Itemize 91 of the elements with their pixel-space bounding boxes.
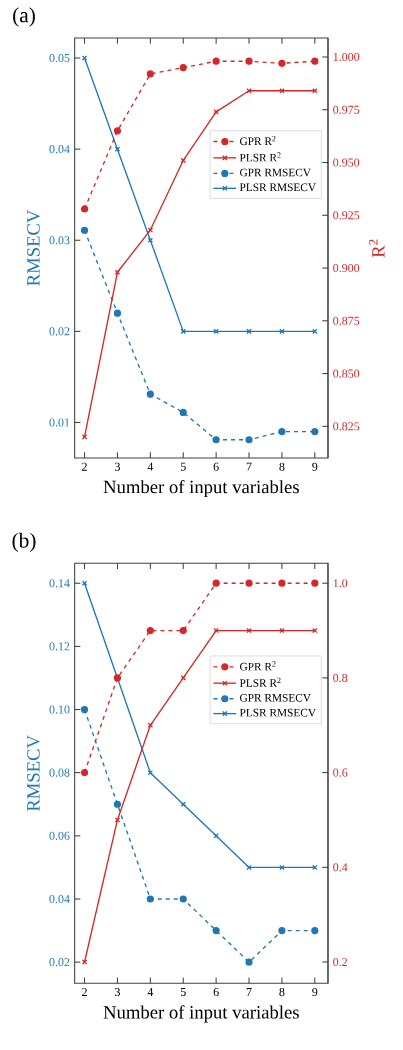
- y2-tick-label: 0.2: [333, 957, 348, 967]
- y2-tick-label: 1.000: [333, 52, 360, 62]
- point: [212, 926, 220, 935]
- x-tick-label: 2: [82, 462, 87, 471]
- legend-label: GPR RMSECV: [239, 168, 311, 177]
- x-tick-label: 8: [279, 462, 285, 471]
- point: [147, 237, 154, 243]
- point: [80, 769, 89, 777]
- point: [80, 705, 89, 714]
- point: [311, 579, 319, 587]
- y-tick-label: 0.10: [49, 705, 70, 714]
- y2-tick-label: 0.825: [333, 422, 360, 431]
- point: [245, 436, 253, 444]
- y-tick-label: 0.14: [49, 579, 70, 588]
- y-tick-label: 0.03: [49, 236, 70, 245]
- y2-tick-label: 0.950: [333, 158, 360, 167]
- y2-axis-title: R$^{2}$: [368, 239, 385, 258]
- point: [80, 205, 89, 213]
- y-tick-label: 0.01: [49, 418, 70, 427]
- text: (b): [12, 532, 36, 552]
- legend-label: PLSR RMSECV: [239, 183, 316, 192]
- point: [146, 626, 154, 635]
- point: [311, 57, 319, 65]
- point: [113, 800, 122, 808]
- y2-tick-label: 0.975: [333, 105, 360, 114]
- y-axis-title: RMSECV: [27, 209, 40, 286]
- point: [278, 926, 286, 935]
- text: (a): [13, 7, 35, 27]
- legend-label: GPR R$^{2}$: [239, 136, 276, 146]
- y-tick-label: 0.04: [49, 145, 70, 154]
- point: [278, 427, 286, 436]
- y-tick-label: 0.12: [49, 642, 70, 651]
- x-tick-label: 7: [246, 462, 252, 471]
- point: [180, 328, 186, 335]
- point: [212, 579, 220, 587]
- point: [179, 895, 187, 903]
- x-tick-label: 3: [115, 462, 120, 471]
- y-tick-label: 0.02: [49, 958, 70, 967]
- point: [311, 926, 319, 935]
- y2-tick-label: 0.8: [333, 673, 348, 682]
- x-tick-label: 3: [115, 988, 120, 997]
- point: [278, 579, 286, 587]
- y2-tick-label: 0.4: [333, 863, 348, 872]
- point: [245, 958, 253, 966]
- point: [179, 626, 187, 635]
- y-tick-label: 0.02: [49, 327, 70, 336]
- x-tick-label: 4: [147, 988, 154, 996]
- y-axis-title: RMSECV: [27, 735, 40, 812]
- legend-label: PLSR R$^{2}$: [239, 152, 281, 162]
- x-tick-label: 2: [82, 988, 87, 996]
- y-tick-label: 0.04: [49, 894, 70, 904]
- point: [212, 57, 220, 65]
- y2-tick-label: 0.875: [333, 316, 360, 325]
- point: [179, 63, 187, 72]
- x-tick-label: 6: [213, 988, 219, 997]
- y-tick-label: 0.05: [49, 53, 70, 63]
- point: [179, 408, 187, 417]
- y-tick-label: 0.08: [49, 768, 70, 777]
- point: [146, 70, 154, 78]
- point: [147, 722, 154, 728]
- x-tick-label: 6: [213, 462, 219, 471]
- point: [146, 895, 154, 903]
- x-tick-label: 8: [279, 988, 285, 997]
- x-tick-label: 7: [246, 988, 252, 996]
- point: [146, 390, 154, 398]
- y2-tick-label: 0.6: [333, 768, 348, 777]
- y2-tick-label: 0.925: [333, 211, 360, 220]
- x-tick-label: 5: [180, 462, 186, 471]
- point: [212, 436, 220, 444]
- point: [80, 226, 89, 234]
- y2-tick-label: 0.900: [333, 263, 360, 273]
- y2-tick-label: 0.850: [333, 369, 360, 378]
- x-tick-label: 5: [180, 988, 186, 997]
- legend-label: GPR RMSECV: [239, 694, 311, 702]
- legend-label: GPR R$^{2}$: [239, 661, 276, 671]
- point: [245, 57, 253, 65]
- point: [180, 675, 186, 681]
- x-axis-title: Number of input variables: [103, 479, 299, 498]
- legend-label: PLSR R$^{2}$: [239, 677, 281, 687]
- point: [113, 309, 122, 317]
- point: [245, 579, 253, 587]
- x-axis-title: Number of input variables: [103, 1005, 299, 1023]
- x-tick-label: 9: [312, 988, 318, 997]
- y-tick-label: 0.06: [49, 831, 70, 840]
- y2-tick-label: 1.0: [333, 579, 348, 588]
- legend-label: PLSR RMSECV: [239, 708, 316, 717]
- x-tick-label: 9: [312, 462, 318, 471]
- point: [278, 59, 286, 67]
- x-tick-label: 4: [147, 462, 154, 471]
- point: [311, 427, 319, 436]
- point: [113, 127, 122, 135]
